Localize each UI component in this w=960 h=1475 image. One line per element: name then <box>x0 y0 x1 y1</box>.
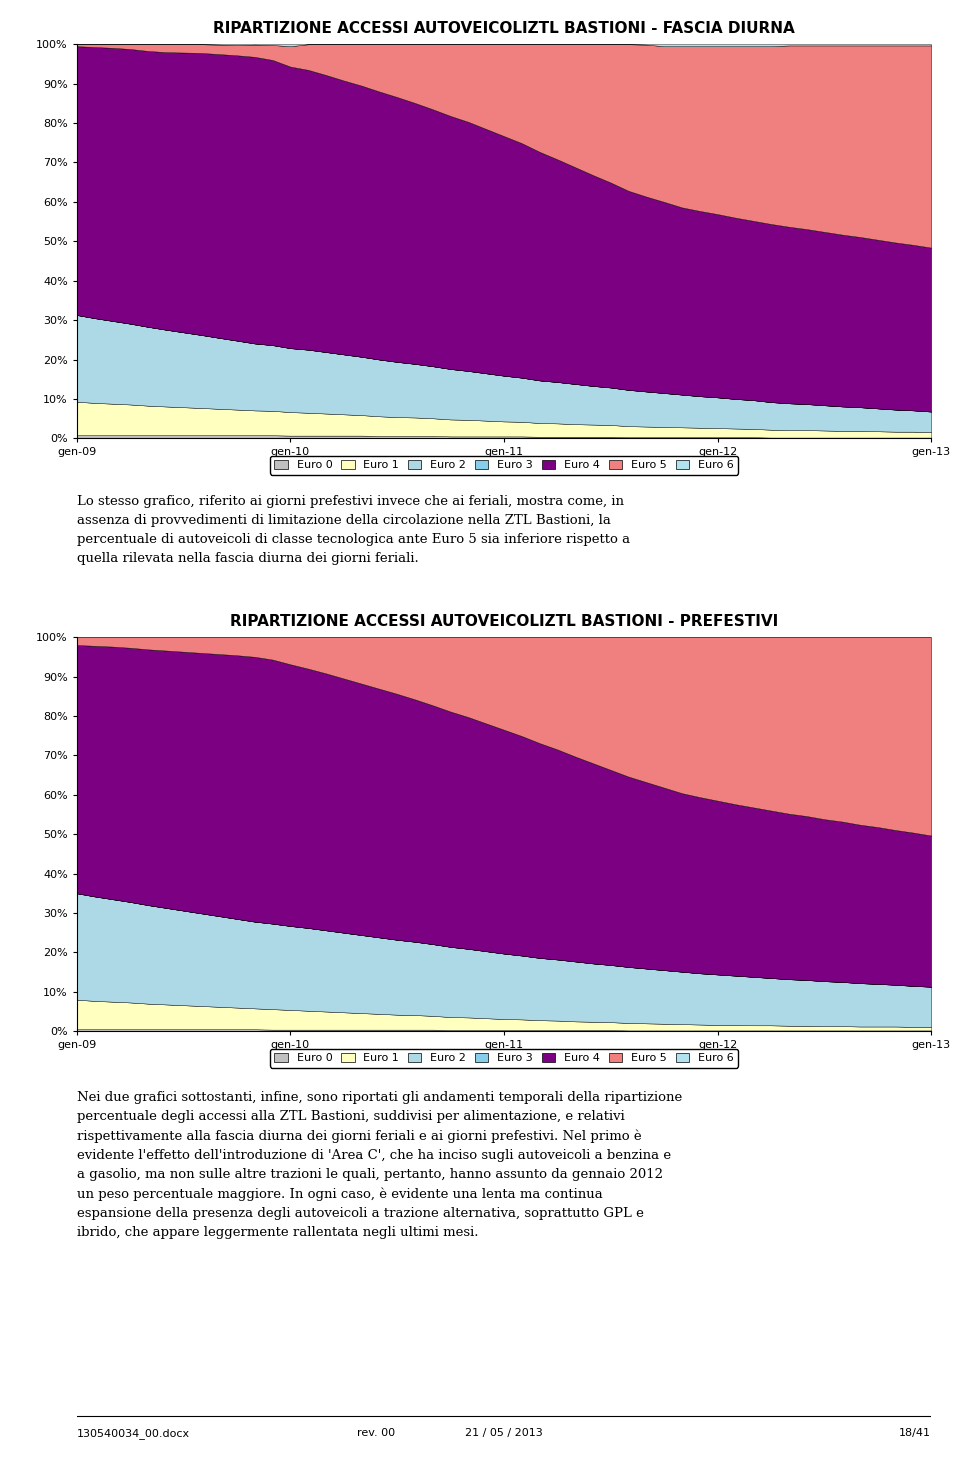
Text: Nei due grafici sottostanti, infine, sono riportati gli andamenti temporali dell: Nei due grafici sottostanti, infine, son… <box>77 1092 682 1239</box>
Text: rev. 00: rev. 00 <box>357 1428 395 1438</box>
Text: Lo stesso grafico, riferito ai giorni prefestivi invece che ai feriali, mostra c: Lo stesso grafico, riferito ai giorni pr… <box>77 494 630 565</box>
Text: 130540034_00.docx: 130540034_00.docx <box>77 1428 190 1438</box>
Title: RIPARTIZIONE ACCESSI AUTOVEICOLIZTL BASTIONI - PREFESTIVI: RIPARTIZIONE ACCESSI AUTOVEICOLIZTL BAST… <box>229 614 779 628</box>
Text: 18/41: 18/41 <box>900 1428 931 1438</box>
Legend: Euro 0, Euro 1, Euro 2, Euro 3, Euro 4, Euro 5, Euro 6: Euro 0, Euro 1, Euro 2, Euro 3, Euro 4, … <box>270 1049 738 1068</box>
Title: RIPARTIZIONE ACCESSI AUTOVEICOLIZTL BASTIONI - FASCIA DIURNA: RIPARTIZIONE ACCESSI AUTOVEICOLIZTL BAST… <box>213 21 795 37</box>
Legend: Euro 0, Euro 1, Euro 2, Euro 3, Euro 4, Euro 5, Euro 6: Euro 0, Euro 1, Euro 2, Euro 3, Euro 4, … <box>270 456 738 475</box>
Text: 21 / 05 / 2013: 21 / 05 / 2013 <box>466 1428 542 1438</box>
